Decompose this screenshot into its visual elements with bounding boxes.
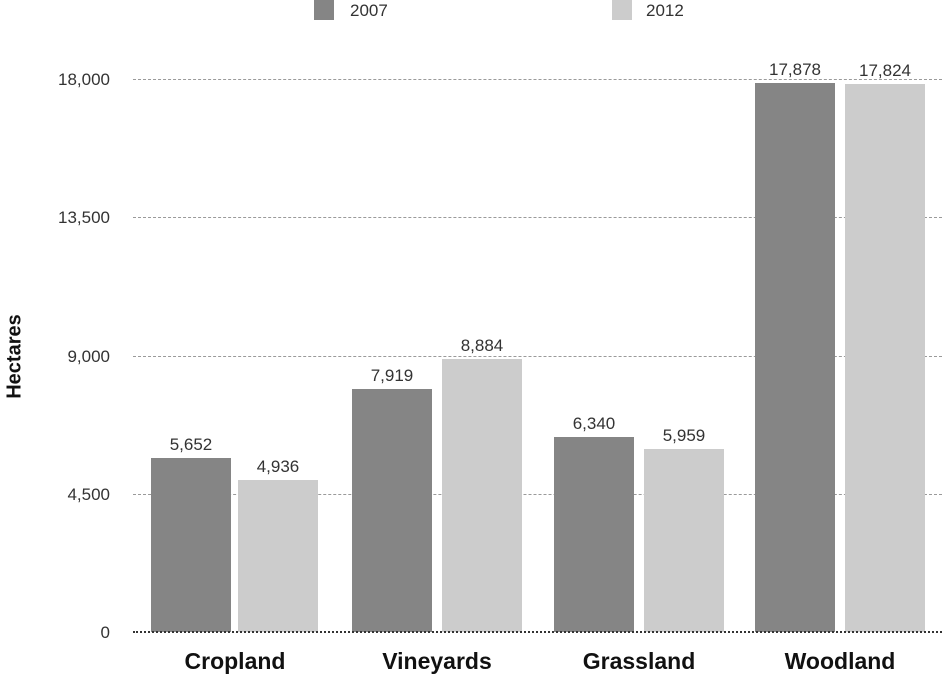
category-label-cropland: Cropland: [184, 648, 286, 674]
bar-value-label: 7,919: [370, 366, 414, 385]
bar-value-label: 17,878: [769, 60, 821, 79]
bar-woodland-2012: [845, 84, 925, 632]
bar-grassland-2007: [554, 437, 634, 632]
y-tick-18000: 18,000: [58, 70, 110, 89]
gridline-9000: [133, 356, 942, 357]
y-tick-0: 0: [100, 623, 110, 642]
bar-value-label: 6,340: [572, 414, 616, 433]
legend-label-2012: 2012: [646, 1, 684, 20]
baseline: [133, 631, 942, 633]
bar-cropland-2012: [238, 480, 318, 632]
bar-grassland-2012: [644, 449, 724, 632]
bar-value-label: 8,884: [460, 336, 504, 355]
legend-swatch-2012: [612, 0, 632, 20]
legend-swatch-2007: [314, 0, 334, 20]
bar-vineyards-2007: [352, 389, 432, 632]
y-tick-4500: 4,500: [67, 485, 110, 504]
bar-value-label: 17,824: [859, 61, 911, 80]
y-tick-9000: 9,000: [67, 347, 110, 366]
category-label-grassland: Grassland: [582, 648, 696, 674]
bar-woodland-2007: [755, 83, 835, 632]
bar-value-label: 4,936: [256, 457, 300, 476]
bar-value-label: 5,959: [662, 426, 706, 445]
gridline-13500: [133, 217, 942, 218]
y-tick-13500: 13,500: [58, 208, 110, 227]
category-label-woodland: Woodland: [784, 648, 896, 674]
bar-cropland-2007: [151, 458, 231, 632]
legend-label-2007: 2007: [350, 1, 388, 20]
bar-vineyards-2012: [442, 359, 522, 632]
category-label-vineyards: Vineyards: [382, 648, 492, 674]
gridline-4500: [133, 494, 942, 495]
gridline-18000: [133, 79, 942, 80]
bar-value-label: 5,652: [169, 435, 213, 454]
